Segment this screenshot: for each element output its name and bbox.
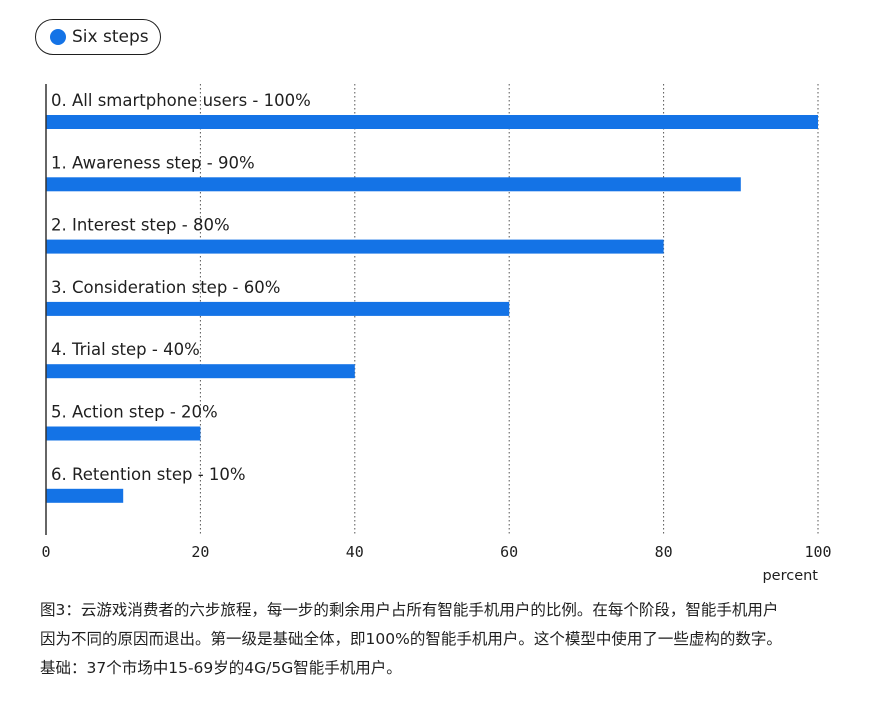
bar <box>46 177 741 192</box>
category-label: 2. Interest step - 80% <box>51 216 230 235</box>
category-label: 6. Retention step - 10% <box>51 465 246 484</box>
x-tick-label: 40 <box>346 543 364 561</box>
caption-line-2: 因为不同的原因而退出。第一级是基础全体，即100%的智能手机用户。这个模型中使用… <box>40 630 782 648</box>
figure-caption: 图3：云游戏消费者的六步旅程，每一步的剩余用户占所有智能手机用户的比例。在每个阶… <box>40 596 860 683</box>
legend-label: Six steps <box>72 27 149 47</box>
category-label: 5. Action step - 20% <box>51 403 218 422</box>
caption-line-3: 基础：37个市场中15-69岁的4G/5G智能手机用户。 <box>40 659 402 677</box>
x-tick-label: 0 <box>41 543 50 561</box>
bar-chart: 0. All smartphone users - 100% 1. Awarene… <box>41 84 832 584</box>
x-tick-label: 80 <box>655 543 673 561</box>
bar <box>46 488 124 503</box>
x-axis-label: percent <box>762 568 818 584</box>
x-tick-label: 100 <box>804 543 831 561</box>
x-tick-label: 20 <box>191 543 209 561</box>
legend-swatch <box>50 29 66 45</box>
bar <box>46 115 818 129</box>
category-label: 4. Trial step - 40% <box>51 340 200 359</box>
bar <box>46 301 510 316</box>
bar <box>46 239 664 254</box>
bar <box>46 364 355 379</box>
category-label: 1. Awareness step - 90% <box>51 153 255 172</box>
category-label: 3. Consideration step - 60% <box>51 278 280 297</box>
legend-chip[interactable]: Six steps <box>35 19 161 55</box>
caption-line-1: 图3：云游戏消费者的六步旅程，每一步的剩余用户占所有智能手机用户的比例。在每个阶… <box>40 601 779 619</box>
category-label: 0. All smartphone users - 100% <box>51 91 311 110</box>
bar <box>46 426 201 441</box>
x-tick-label: 60 <box>500 543 518 561</box>
